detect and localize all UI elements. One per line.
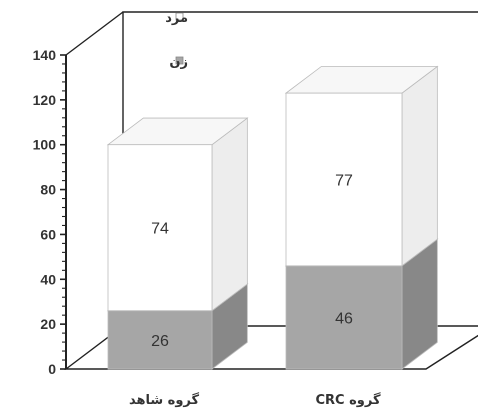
y-tick-label: 80 [40, 182, 56, 198]
legend: مرد زن [165, 11, 188, 70]
legend-label: مرد [165, 11, 188, 26]
bar-segment: 77 [284, 65, 439, 267]
y-tick-label: 120 [33, 92, 57, 108]
y-tick-label: 0 [48, 361, 56, 377]
category-label: گروه شاهد [129, 392, 200, 408]
bar-side-face [401, 65, 438, 267]
bar-front-face [107, 144, 213, 312]
side-wall-top-edge [65, 11, 124, 56]
category-label: گروه CRC [315, 392, 380, 408]
bar-front-face [285, 92, 403, 267]
data-label: 46 [335, 310, 353, 327]
y-tick-label: 140 [33, 47, 57, 63]
category-labels: گروه شاهد گروه CRC [129, 392, 381, 408]
y-tick-label: 60 [40, 226, 56, 242]
bars: 26 74 46 77 [106, 65, 439, 370]
y-tick-label: 20 [40, 316, 56, 332]
bar-side-face [211, 117, 248, 312]
bar-segment: 74 [106, 117, 249, 312]
legend-swatch [175, 56, 184, 65]
legend-swatch [175, 12, 184, 21]
y-tick-label: 100 [33, 137, 57, 153]
bar-front-face [107, 310, 213, 370]
bar-front-face [285, 265, 403, 370]
data-label: 74 [151, 221, 169, 238]
data-label: 77 [335, 172, 353, 189]
y-tick-label: 40 [40, 271, 56, 287]
data-label: 26 [151, 333, 169, 350]
y-axis: 0 20 40 60 80 100 120 140 [33, 47, 67, 377]
legend-label: زن [169, 55, 188, 70]
